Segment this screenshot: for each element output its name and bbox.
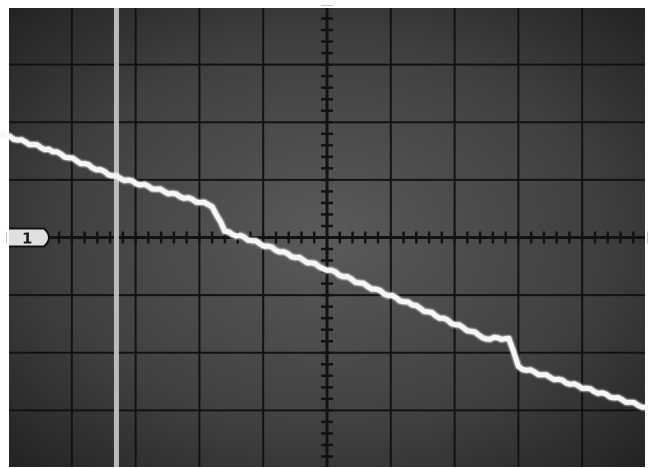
channel-marker: 1 xyxy=(7,227,50,248)
trace-line-series-0 xyxy=(0,131,649,410)
channel-marker-shape xyxy=(7,227,50,248)
channel-marker-label: 1 xyxy=(22,230,32,248)
trace xyxy=(0,130,650,411)
screen-border xyxy=(7,6,647,468)
